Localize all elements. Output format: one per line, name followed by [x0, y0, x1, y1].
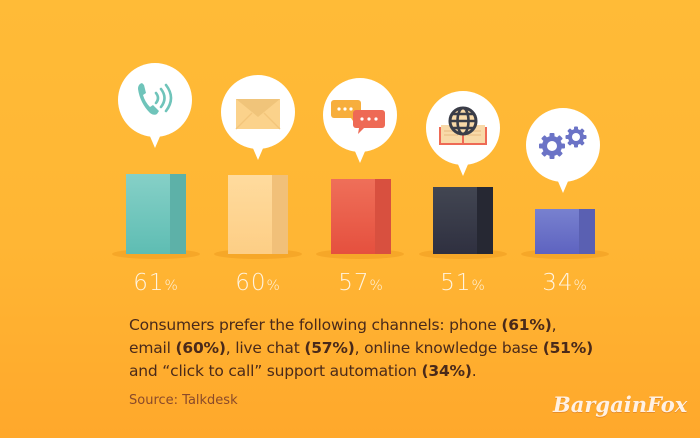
- percent-sign: %: [369, 278, 384, 294]
- bar-knowledge-base: [433, 187, 493, 254]
- automation-bubble: [526, 108, 600, 193]
- email-bubble: [221, 75, 295, 160]
- value: 34: [542, 270, 574, 296]
- knowledge-base-bubble: [426, 91, 500, 176]
- bar-shadow: [112, 249, 200, 259]
- caption-bold: (51%): [542, 339, 593, 357]
- caption-bold: (61%): [501, 316, 552, 334]
- phone-bubble: [118, 63, 192, 148]
- gears-icon: [539, 126, 587, 159]
- value-label-live-chat: 57%: [316, 270, 406, 296]
- percent-sign: %: [471, 278, 486, 294]
- bar-shadow: [214, 249, 302, 259]
- caption-text: .: [471, 362, 477, 380]
- value-label-click-to-call: 34%: [520, 270, 610, 296]
- chat-bubbles-icon: [331, 100, 385, 134]
- caption-text: , online knowledge base: [354, 339, 543, 357]
- caption-text: , email: [129, 316, 557, 357]
- bar-live-chat: [331, 179, 391, 254]
- caption: Consumers prefer the following channels:…: [129, 314, 599, 383]
- bar-shadow: [419, 249, 507, 259]
- value: 61: [133, 270, 165, 296]
- source-credit: Source: Talkdesk: [129, 393, 238, 408]
- caption-bold: (57%): [304, 339, 355, 357]
- value: 60: [235, 270, 267, 296]
- percent-sign: %: [164, 278, 179, 294]
- value-label-knowledge-base: 51%: [418, 270, 508, 296]
- caption-text: , live chat: [225, 339, 305, 357]
- bar-click-to-call: [535, 209, 595, 254]
- value: 57: [338, 270, 370, 296]
- caption-text: Consumers prefer the following channels:…: [129, 316, 502, 334]
- caption-bold: (60%): [175, 339, 226, 357]
- value: 51: [440, 270, 472, 296]
- value-label-phone: 61%: [111, 270, 201, 296]
- caption-bold: (34%): [421, 362, 472, 380]
- percent-sign: %: [266, 278, 281, 294]
- brand-logo: BargainFox: [553, 392, 688, 417]
- bar-phone: [126, 174, 186, 254]
- phone-icon: [138, 83, 173, 115]
- envelope-icon: [235, 99, 281, 130]
- live-chat-bubble: [323, 78, 397, 163]
- bar-email: [228, 175, 288, 254]
- percent-sign: %: [573, 278, 588, 294]
- bar-shadow: [521, 249, 609, 259]
- bar-shadow: [316, 249, 404, 259]
- value-label-email: 60%: [213, 270, 303, 296]
- globe-book-icon: [439, 106, 487, 145]
- caption-text: and “click to call” support automation: [129, 362, 422, 380]
